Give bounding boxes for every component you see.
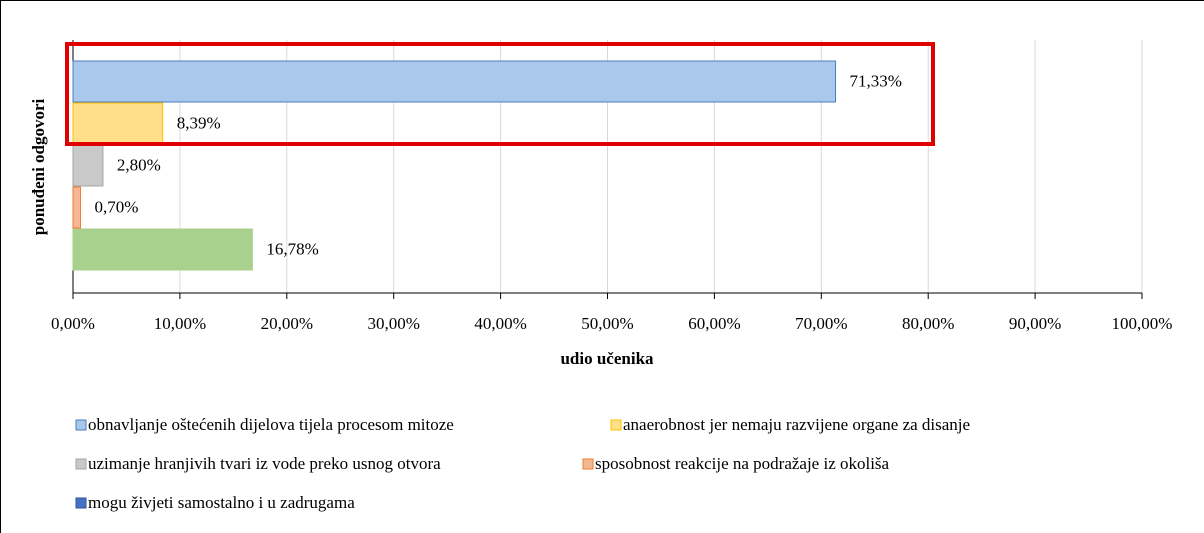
- x-axis-label: udio učenika: [560, 349, 654, 368]
- x-tick-label: 80,00%: [902, 314, 954, 333]
- x-tick-label: 50,00%: [581, 314, 633, 333]
- bar: [72, 102, 164, 145]
- value-label: 8,39%: [177, 113, 221, 132]
- x-tick-label: 0,00%: [51, 314, 95, 333]
- bar: [72, 144, 104, 187]
- x-tick-label: 40,00%: [474, 314, 526, 333]
- legend-swatch: [582, 458, 594, 470]
- x-tick-label: 70,00%: [795, 314, 847, 333]
- legend-swatch: [610, 419, 622, 431]
- bar: [72, 60, 837, 103]
- y-axis-label: ponuđeni odgovori: [29, 98, 48, 235]
- legend-label: anaerobnost jer nemaju razvijene organe …: [623, 415, 970, 434]
- value-label: 16,78%: [266, 239, 318, 258]
- x-tick-label: 60,00%: [688, 314, 740, 333]
- value-label: 71,33%: [850, 71, 902, 90]
- x-tick-label: 30,00%: [367, 314, 419, 333]
- legend-swatch: [75, 497, 87, 509]
- bar: [72, 186, 81, 229]
- legend-label: mogu živjeti samostalno i u zadrugama: [88, 493, 355, 512]
- x-tick-label: 20,00%: [261, 314, 313, 333]
- legend-label: uzimanje hranjivih tvari iz vode preko u…: [88, 454, 441, 473]
- legend-label: obnavljanje oštećenih dijelova tijela pr…: [88, 415, 454, 434]
- x-tick-label: 10,00%: [154, 314, 206, 333]
- legend-swatch: [75, 458, 87, 470]
- value-label: 2,80%: [117, 155, 161, 174]
- x-tick-label: 90,00%: [1009, 314, 1061, 333]
- legend-label: sposobnost reakcije na podražaje iz okol…: [595, 454, 890, 473]
- x-tick-label: 100,00%: [1112, 314, 1173, 333]
- highlight-box: [65, 42, 935, 146]
- bar: [72, 228, 253, 271]
- legend-swatch: [75, 419, 87, 431]
- value-label: 0,70%: [94, 197, 138, 216]
